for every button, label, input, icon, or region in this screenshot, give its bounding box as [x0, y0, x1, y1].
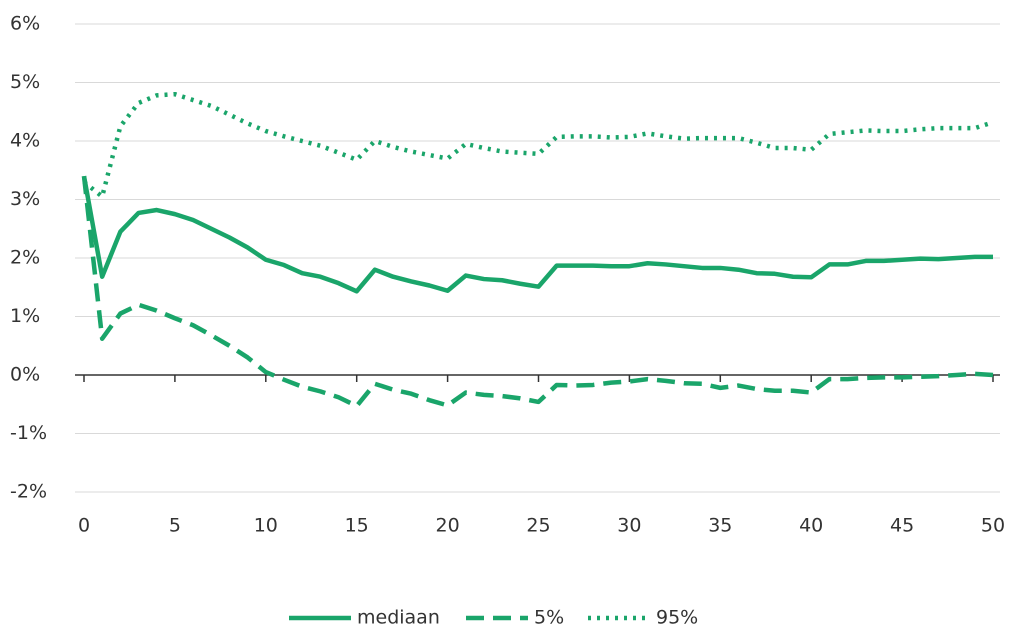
y-tick-label: 4% [10, 130, 40, 152]
x-tick-label: 10 [254, 515, 278, 537]
x-tick-label: 20 [436, 515, 460, 537]
y-tick-label: 0% [10, 364, 40, 386]
x-tick-label: 0 [78, 515, 90, 537]
series-line [81, 175, 993, 294]
x-tick-label: 15 [345, 515, 369, 537]
y-tick-label: 5% [10, 71, 40, 93]
series-line [81, 175, 994, 409]
x-tick-label: 40 [799, 515, 823, 537]
x-tick-label: 45 [890, 515, 914, 537]
y-tick-label: -1% [10, 422, 47, 444]
x-tick-label: 5 [169, 515, 181, 537]
x-tick-label: 25 [526, 515, 550, 537]
y-tick-label: 1% [10, 305, 40, 327]
x-tick-label: 35 [708, 515, 732, 537]
x-tick-label: 30 [617, 515, 641, 537]
legend-label: 5% [534, 607, 564, 629]
y-tick-label: -2% [10, 481, 47, 503]
y-tick-label: 6% [10, 13, 40, 35]
y-tick-label: 3% [10, 188, 40, 210]
legend-label: mediaan [357, 607, 440, 629]
y-tick-label: 2% [10, 247, 40, 269]
legend-label: 95% [656, 607, 698, 629]
series-line [82, 91, 994, 199]
x-tick-label: 50 [981, 515, 1005, 537]
